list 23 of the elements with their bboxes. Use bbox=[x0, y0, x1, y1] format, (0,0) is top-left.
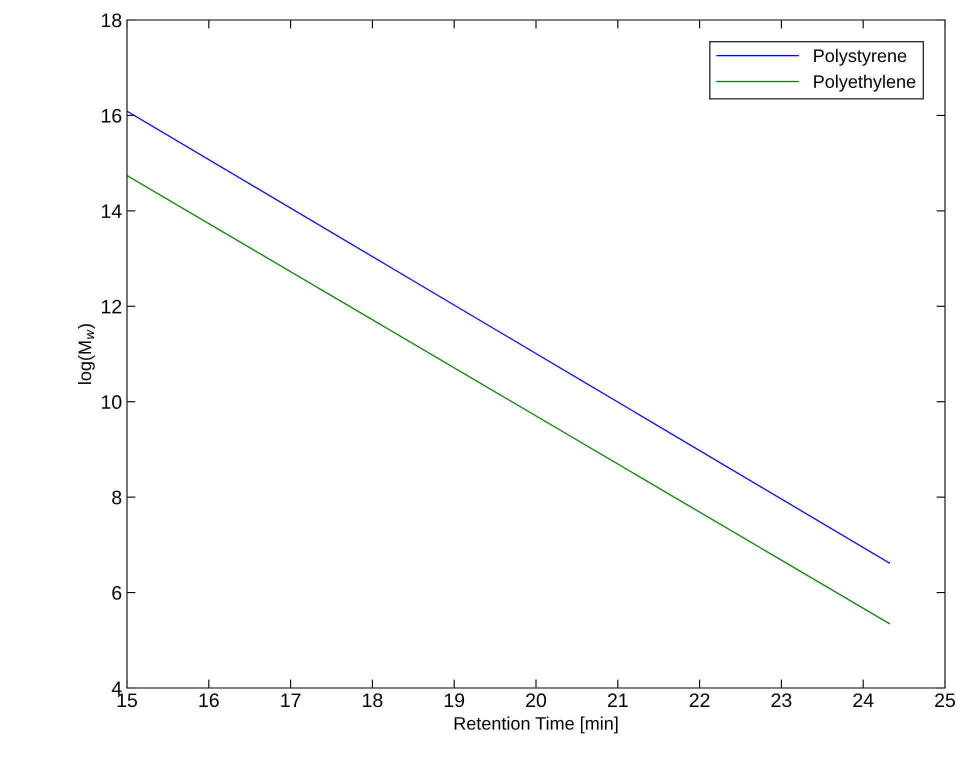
legend-label: Polystyrene bbox=[814, 48, 906, 66]
x-tick-label: 25 bbox=[935, 693, 955, 708]
legend-label: Polyethylene bbox=[814, 74, 916, 92]
x-tick-label: 16 bbox=[199, 693, 219, 708]
y-tick-label: 4 bbox=[112, 682, 122, 696]
y-tick-label: 16 bbox=[102, 108, 122, 123]
x-tick-label: 20 bbox=[526, 693, 546, 708]
x-tick-label: 17 bbox=[281, 694, 300, 707]
x-axis-title: Retention Time [min] bbox=[454, 716, 618, 734]
x-tick-label: 23 bbox=[772, 693, 792, 708]
y-tick-label: 6 bbox=[112, 586, 122, 600]
x-tick-label: 18 bbox=[363, 693, 382, 708]
x-tick-label: 15 bbox=[118, 694, 137, 708]
y-tick-label: 10 bbox=[102, 395, 122, 409]
x-tick-label: 21 bbox=[608, 693, 628, 707]
y-tick-label: 8 bbox=[112, 490, 122, 504]
x-tick-label: 22 bbox=[690, 693, 710, 707]
y-tick-label: 12 bbox=[102, 300, 122, 314]
y-axis-title: log(M$_{w}$) bbox=[78, 324, 95, 384]
y-tick-label: 14 bbox=[102, 204, 122, 218]
x-tick-label: 19 bbox=[444, 693, 464, 708]
x-tick-label: 24 bbox=[853, 693, 874, 707]
y-tick-label: 18 bbox=[102, 13, 122, 28]
